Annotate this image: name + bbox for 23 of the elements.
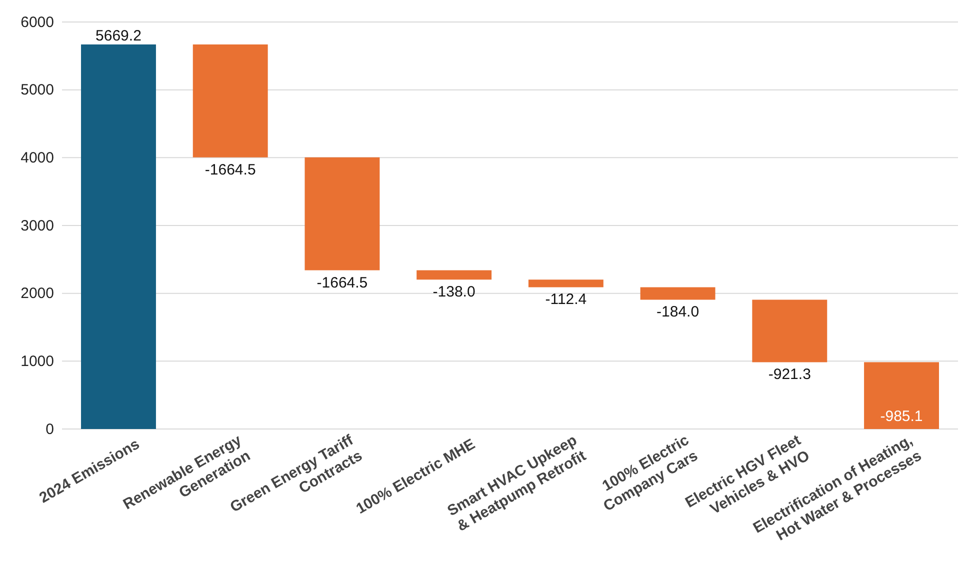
y-tick-label: 6000 xyxy=(20,14,54,31)
bar xyxy=(528,280,604,288)
bar xyxy=(304,157,380,270)
data-label: -112.4 xyxy=(545,291,587,308)
y-tick-label: 3000 xyxy=(20,217,54,234)
y-tick-label: 2000 xyxy=(20,285,54,302)
bar xyxy=(416,270,492,280)
data-label: -985.1 xyxy=(880,408,923,425)
data-label: -1664.5 xyxy=(316,274,368,292)
data-label: -921.3 xyxy=(768,366,811,384)
y-tick-label: 5000 xyxy=(20,82,54,99)
bar xyxy=(864,362,939,429)
data-label: 5669.2 xyxy=(96,27,142,44)
y-tick-label: 0 xyxy=(46,420,54,438)
y-tick-label: 4000 xyxy=(20,149,54,166)
bar xyxy=(752,300,828,362)
bar xyxy=(81,44,156,429)
data-label: -138.0 xyxy=(432,284,476,301)
y-tick-label: 1000 xyxy=(20,352,54,370)
data-label: -1664.5 xyxy=(204,161,256,178)
data-label: -184.0 xyxy=(656,304,700,321)
bar xyxy=(192,44,268,158)
bar xyxy=(640,287,716,300)
